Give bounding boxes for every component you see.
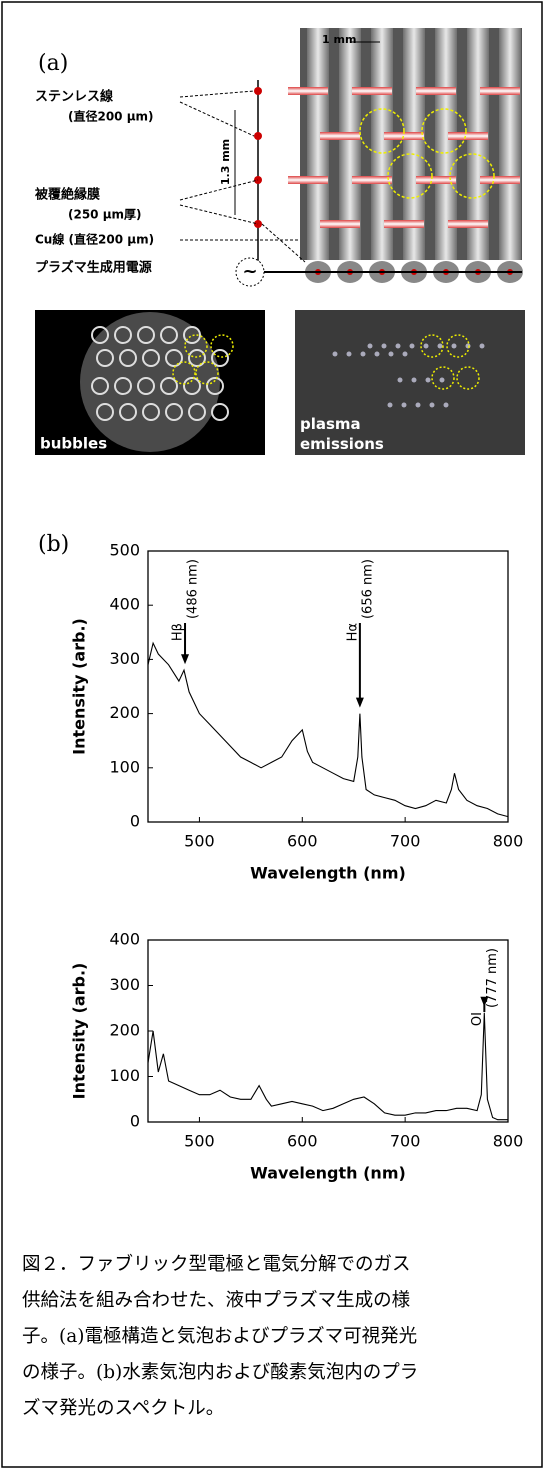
photo-label: bubbles bbox=[40, 435, 107, 453]
y-tick-label: 200 bbox=[109, 1021, 140, 1040]
annotation-label: OI bbox=[470, 1012, 485, 1026]
y-tick-label: 400 bbox=[109, 930, 140, 949]
photo-label: plasma emissions bbox=[300, 415, 384, 453]
y-tick-label: 300 bbox=[109, 975, 140, 994]
plot-frame bbox=[147, 550, 509, 823]
caption-line: 子。(a)電極構造と気泡およびプラズマ可視発光 bbox=[22, 1326, 417, 1347]
y-tick-label: 400 bbox=[109, 595, 140, 614]
x-tick-label: 600 bbox=[287, 1132, 318, 1151]
x-tick-label: 800 bbox=[493, 832, 524, 851]
annotation-label: Hα bbox=[345, 623, 360, 641]
caption: 図２．ファブリック型電極と電気分解でのガス供給法を組み合わせた、液中プラズマ生成… bbox=[22, 1253, 418, 1419]
caption-line: の様子。(b)水素気泡内および酸素気泡内のプラ bbox=[22, 1362, 418, 1383]
bubbles-photo bbox=[35, 310, 265, 455]
pitch-label: 1.3 mm bbox=[219, 139, 232, 185]
y-tick-label: 500 bbox=[109, 541, 140, 560]
scale-label: 1 mm bbox=[322, 33, 356, 46]
y-tick-label: 0 bbox=[130, 1112, 140, 1131]
x-axis-title: Wavelength (nm) bbox=[250, 864, 406, 883]
y-tick-label: 100 bbox=[109, 1066, 140, 1085]
wire-size: (直径200 μm) bbox=[68, 109, 154, 124]
power-label: プラズマ生成用電源 bbox=[35, 260, 152, 276]
annotation-detail: (777 nm) bbox=[485, 948, 500, 1008]
y-tick-label: 0 bbox=[130, 812, 140, 831]
wire-label: ステンレス線 bbox=[35, 89, 114, 105]
electrode-diagram bbox=[179, 28, 523, 287]
x-tick-label: 700 bbox=[390, 1132, 421, 1151]
coating-label: 被覆絶縁膜 bbox=[34, 187, 100, 203]
panel-label: (a) bbox=[38, 51, 68, 76]
caption-line: 供給法を組み合わせた、液中プラズマ生成の様 bbox=[22, 1290, 410, 1311]
x-tick-label: 500 bbox=[184, 832, 215, 851]
annotation-arrowhead bbox=[355, 697, 364, 708]
x-tick-label: 600 bbox=[287, 832, 318, 851]
annotation-arrowhead bbox=[480, 996, 489, 1007]
coating-size: (250 μm厚) bbox=[68, 208, 142, 222]
plasma-photo bbox=[295, 310, 525, 455]
y-tick-label: 200 bbox=[109, 703, 140, 722]
x-tick-label: 700 bbox=[390, 832, 421, 851]
x-tick-label: 500 bbox=[184, 1132, 215, 1151]
annotation-label: Hβ bbox=[171, 623, 186, 641]
spectrum-line bbox=[147, 641, 509, 818]
x-axis-title: Wavelength (nm) bbox=[250, 1164, 406, 1183]
annotation-arrowhead bbox=[181, 654, 190, 665]
x-tick-label: 800 bbox=[493, 1132, 524, 1151]
cu-label: Cu線 (直径200 μm) bbox=[35, 232, 154, 247]
annotation-detail: (656 nm) bbox=[360, 559, 375, 619]
caption-line: ズマ発光のスペクトル。 bbox=[22, 1398, 224, 1419]
annotation-detail: (486 nm) bbox=[186, 559, 201, 619]
y-axis-title: Intensity (arb.) bbox=[70, 963, 89, 1100]
y-tick-label: 300 bbox=[109, 649, 140, 668]
y-tick-label: 100 bbox=[109, 757, 140, 776]
spectrum-line bbox=[147, 1012, 508, 1121]
panel-label: (b) bbox=[38, 532, 69, 557]
y-axis-title: Intensity (arb.) bbox=[70, 618, 89, 755]
caption-line: 図２．ファブリック型電極と電気分解でのガス bbox=[22, 1253, 411, 1275]
source-symbol: ~ bbox=[242, 261, 257, 282]
